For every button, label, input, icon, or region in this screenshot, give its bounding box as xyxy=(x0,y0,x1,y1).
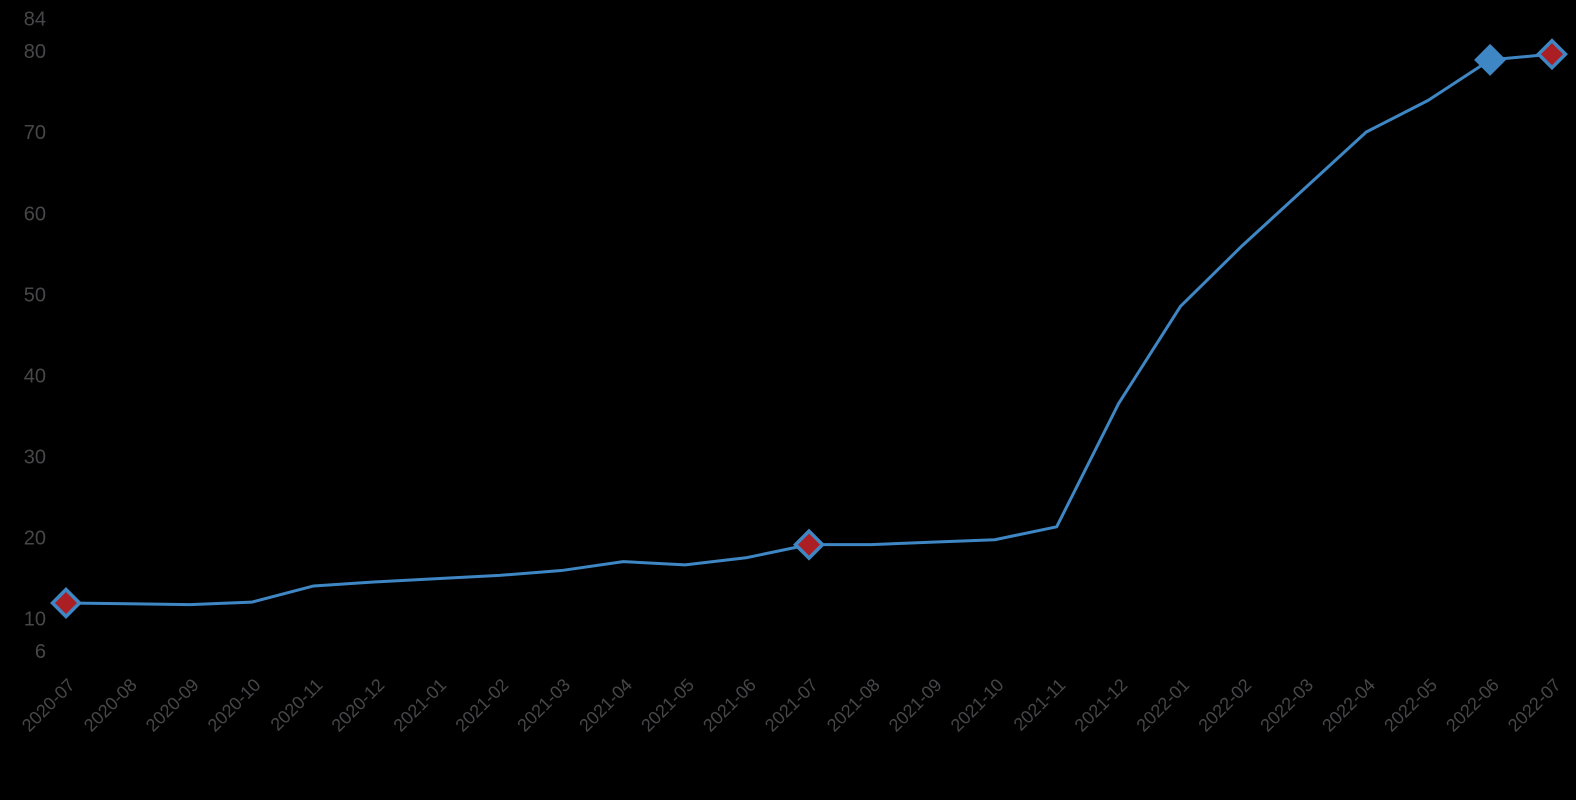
x-tick-label: 2022-02 xyxy=(1194,675,1255,736)
x-tick-label: 2021-11 xyxy=(1010,675,1070,735)
marker-diamond-2021-07 xyxy=(793,528,825,561)
marker-diamond-2022-06 xyxy=(1474,43,1507,76)
x-tick-label: 2021-10 xyxy=(947,675,1008,736)
y-tick-label: 84 xyxy=(24,9,46,31)
x-tick-label: 2021-04 xyxy=(575,675,636,736)
x-tick-label: 2021-02 xyxy=(451,675,512,736)
x-tick-label: 2020-11 xyxy=(267,675,327,735)
y-tick-label: 20 xyxy=(24,528,46,550)
x-tick-label: 2021-06 xyxy=(699,675,760,736)
x-tick-label: 2022-05 xyxy=(1380,675,1441,736)
y-tick-label: 50 xyxy=(24,284,46,306)
y-tick-label: 40 xyxy=(24,365,46,387)
marker-diamond-2022-07 xyxy=(1536,38,1568,71)
x-tick-label: 2022-06 xyxy=(1442,675,1503,736)
x-tick-label: 2022-03 xyxy=(1256,675,1317,736)
y-tick-label: 70 xyxy=(24,122,46,144)
y-tick-label: 60 xyxy=(24,203,46,225)
y-tick-label: 6 xyxy=(35,641,46,663)
x-tick-label: 2020-09 xyxy=(142,675,203,736)
series-line xyxy=(64,52,1554,607)
x-tick-label: 2021-12 xyxy=(1071,675,1132,736)
x-tick-label: 2021-05 xyxy=(637,675,698,736)
x-tick-label: 2021-09 xyxy=(885,675,946,736)
x-tick-label: 2022-07 xyxy=(1504,675,1565,736)
y-tick-label: 10 xyxy=(24,609,46,631)
x-tick-label: 2021-01 xyxy=(389,675,450,736)
x-tick-label: 2021-07 xyxy=(761,675,822,736)
x-tick-label: 2020-12 xyxy=(328,675,389,736)
x-tick-label: 2021-08 xyxy=(823,675,884,736)
x-tick-label: 2022-04 xyxy=(1318,675,1379,736)
y-tick-label: 80 xyxy=(24,41,46,63)
x-tick-label: 2020-07 xyxy=(18,675,79,736)
x-tick-label: 2021-03 xyxy=(513,675,574,736)
x-tick-label: 2020-08 xyxy=(80,675,141,736)
x-tick-label: 2022-01 xyxy=(1132,675,1193,736)
y-tick-label: 30 xyxy=(24,446,46,468)
marker-diamond-2020-07 xyxy=(50,587,82,619)
x-tick-label: 2020-10 xyxy=(204,675,265,736)
